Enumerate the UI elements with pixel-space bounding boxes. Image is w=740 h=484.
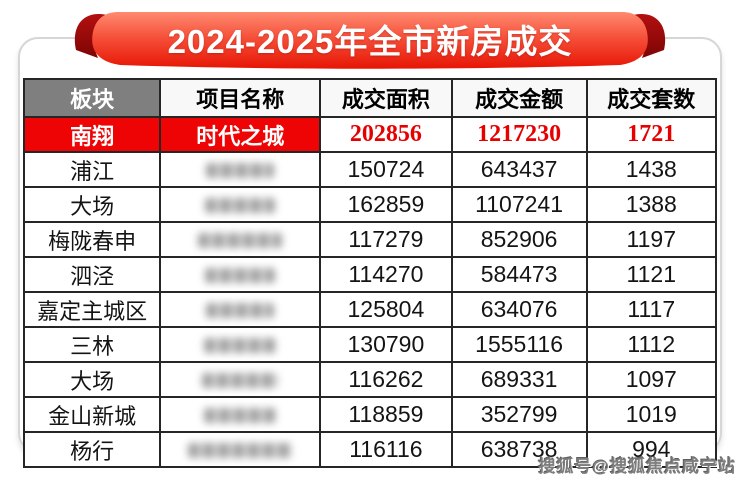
area-cell: 117279: [319, 221, 453, 258]
amount-cell: 584473: [450, 256, 588, 293]
col-header-area: 成交面积: [319, 78, 453, 118]
district-cell: 金山新城: [22, 396, 162, 433]
units-cell: 1197: [585, 221, 718, 258]
col-header-project: 项目名称: [159, 78, 322, 118]
amount-cell: 1107241: [450, 186, 588, 223]
amount-cell: 1555116: [450, 326, 588, 363]
watermark: 搜狐号@搜狐焦点咸宁站: [538, 457, 736, 476]
district-cell: 梅陇春申: [22, 221, 162, 258]
area-cell: 116116: [319, 431, 453, 468]
table-body: 南翔 时代之城 202856 1217230 1721 浦江 150724 643437 143…: [22, 116, 718, 468]
amount-cell: 352799: [450, 396, 588, 433]
table-row: 金山新城 118859 352799 1019: [22, 396, 718, 433]
area-cell: 125804: [319, 291, 453, 328]
table-row-highlight: 南翔 时代之城 202856 1217230 1721: [22, 116, 718, 153]
project-cell: [159, 361, 322, 398]
units-cell: 1019: [585, 396, 718, 433]
units-cell: 1117: [585, 291, 718, 328]
blurred-project-name: [205, 198, 276, 214]
district-cell: 浦江: [22, 151, 162, 188]
col-header-district: 板块: [22, 78, 162, 118]
table-row: 梅陇春申 117279 852906 1197: [22, 221, 718, 258]
blurred-project-name: [198, 233, 283, 249]
banner-title: 2024-2025年全市新房成交: [167, 23, 573, 60]
col-header-units: 成交套数: [585, 78, 718, 118]
amount-cell: 1217230: [450, 116, 588, 153]
district-cell: 大场: [22, 361, 162, 398]
amount-cell: 643437: [450, 151, 588, 188]
transactions-table: 板块 项目名称 成交面积 成交金额 成交套数 南翔 时代之城 202856 12172…: [22, 78, 718, 468]
blurred-project-name: [206, 163, 275, 179]
units-cell: 1438: [585, 151, 718, 188]
area-cell: 150724: [319, 151, 453, 188]
project-cell: [159, 326, 322, 363]
project-cell: [159, 221, 322, 258]
project-cell: [159, 396, 322, 433]
table-row: 三林 130790 1555116 1112: [22, 326, 718, 363]
units-cell: 994: [585, 431, 718, 468]
col-header-amount: 成交金额: [450, 78, 588, 118]
project-cell: [159, 186, 322, 223]
table-row: 大场 116262 689331 1097: [22, 361, 718, 398]
area-cell: 114270: [319, 256, 453, 293]
project-cell: [159, 291, 322, 328]
blurred-project-name: [206, 303, 275, 319]
amount-cell: 634076: [450, 291, 588, 328]
amount-cell: 689331: [450, 361, 588, 398]
units-cell: 1121: [585, 256, 718, 293]
units-cell: 1721: [585, 116, 718, 153]
header-row: 板块 项目名称 成交面积 成交金额 成交套数: [22, 78, 718, 118]
blurred-project-name: [204, 408, 277, 424]
ribbon-left-fold: [74, 13, 116, 58]
blurred-project-name: [202, 373, 279, 389]
blurred-project-name: [188, 443, 293, 459]
units-cell: 1388: [585, 186, 718, 223]
amount-cell: 638738: [450, 431, 588, 468]
district-cell: 嘉定主城区: [22, 291, 162, 328]
district-cell: 杨行: [22, 431, 162, 468]
district-cell: 大场: [22, 186, 162, 223]
area-cell: 130790: [319, 326, 453, 363]
amount-cell: 852906: [450, 221, 588, 258]
table-row: 浦江 150724 643437 1438: [22, 151, 718, 188]
blurred-project-name: [205, 268, 276, 284]
area-cell: 118859: [319, 396, 453, 433]
ribbon-shape-graphic: [74, 12, 666, 69]
blurred-project-name: [204, 338, 277, 354]
project-cell: 时代之城: [159, 116, 322, 153]
area-cell: 202856: [319, 116, 453, 153]
area-cell: 162859: [319, 186, 453, 223]
units-cell: 1112: [585, 326, 718, 363]
table-row: 杨行 116116 638738 994: [22, 431, 718, 468]
transactions-table-wrap: 板块 项目名称 成交面积 成交金额 成交套数 南翔 时代之城 202856 12172…: [22, 78, 718, 468]
district-cell: 南翔: [22, 116, 162, 153]
project-cell: [159, 151, 322, 188]
district-cell: 三林: [22, 326, 162, 363]
project-cell: [159, 431, 322, 468]
table-row: 嘉定主城区 125804 634076 1117: [22, 291, 718, 328]
ribbon-right-fold: [624, 13, 666, 58]
project-cell: [159, 256, 322, 293]
district-cell: 泗泾: [22, 256, 162, 293]
table-row: 泗泾 114270 584473 1121: [22, 256, 718, 293]
area-cell: 116262: [319, 361, 453, 398]
table-row: 大场 162859 1107241 1388: [22, 186, 718, 223]
ribbon-band: [92, 12, 648, 69]
units-cell: 1097: [585, 361, 718, 398]
title-ribbon: 2024-2025年全市新房成交: [70, 4, 670, 72]
